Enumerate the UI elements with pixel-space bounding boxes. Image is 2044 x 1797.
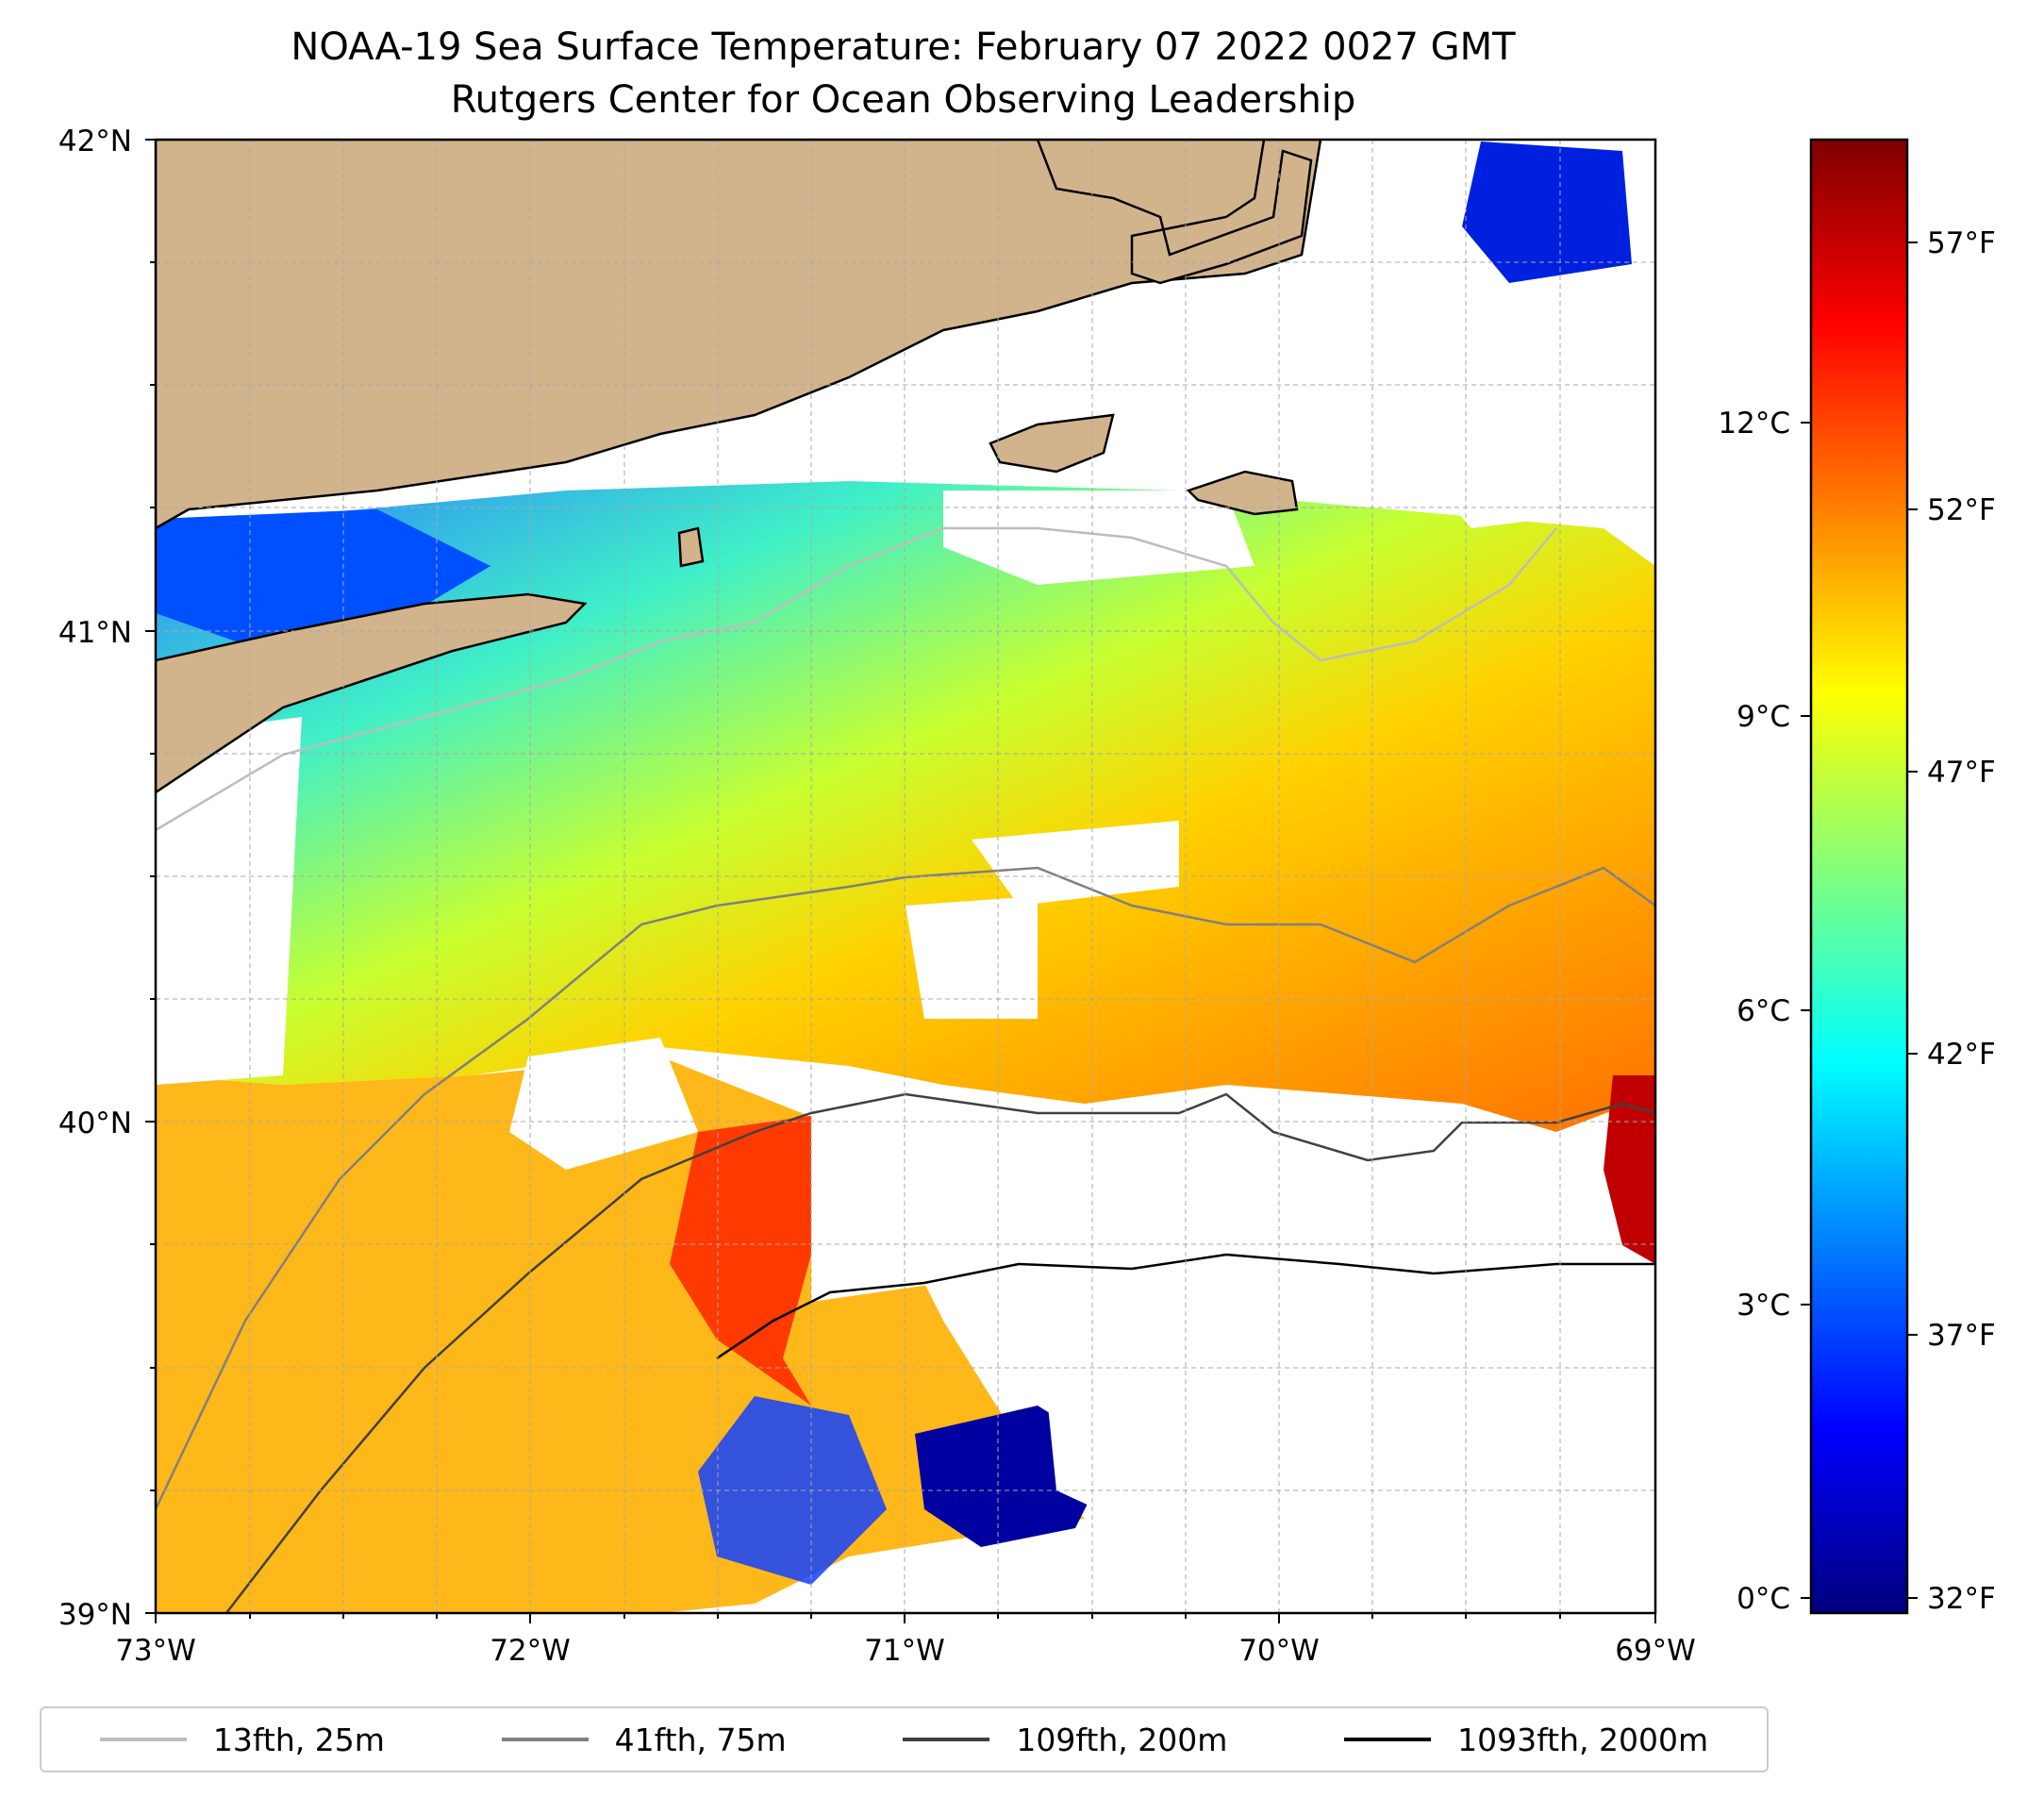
lon-label-72: 72°W — [490, 1634, 571, 1668]
no-data-gap-ne — [1387, 283, 1622, 528]
lat-label-41: 41°N — [58, 616, 132, 650]
legend-item-75m: 41fth, 75m — [501, 1721, 787, 1758]
legend-swatch-200m — [903, 1738, 990, 1741]
contour-2000m — [716, 1253, 1655, 1360]
no-data-gap-south — [811, 1104, 1547, 1302]
colorbar-c-label-6: 6°C — [1737, 994, 1790, 1028]
no-data-gap-southeast — [1038, 1264, 1655, 1613]
map-title: NOAA-19 Sea Surface Temperature: Februar… — [291, 25, 1516, 69]
legend-item-2000m: 1093fth, 2000m — [1344, 1722, 1708, 1758]
lat-label-39: 39°N — [58, 1598, 132, 1632]
lat-label-40: 40°N — [58, 1106, 132, 1140]
bathymetry-legend: 13fth, 25m 41fth, 75m 109fth, 200m 1093f… — [40, 1706, 1769, 1772]
colorbar — [1809, 138, 1909, 1615]
legend-item-200m: 109fth, 200m — [903, 1722, 1227, 1758]
legend-label-75m: 41fth, 75m — [614, 1721, 787, 1758]
map-tick-marks — [145, 139, 1656, 1623]
colorbar-f-label-52: 52°F — [1927, 493, 1996, 527]
legend-label-25m: 13fth, 25m — [212, 1721, 385, 1758]
lon-label-71: 71°W — [864, 1634, 945, 1668]
bathymetry-contours — [156, 526, 1655, 1613]
block-island-land — [677, 526, 705, 568]
no-data-gap-center — [906, 896, 1038, 1019]
legend-label-200m: 109fth, 200m — [1016, 1721, 1228, 1758]
cape-cod-land — [1036, 140, 1313, 285]
lon-label-69: 69°W — [1615, 1634, 1696, 1668]
colorbar-c-label-0: 0°C — [1737, 1582, 1790, 1616]
map-subtitle: Rutgers Center for Ocean Observing Leade… — [450, 78, 1356, 122]
legend-label-2000m: 1093fth, 2000m — [1457, 1721, 1709, 1758]
colorbar-f-label-37: 37°F — [1927, 1319, 1996, 1353]
legend-swatch-75m — [501, 1738, 589, 1741]
no-data-gap-shoals — [943, 491, 1255, 585]
colorbar-c-label-12: 12°C — [1718, 407, 1790, 441]
connecticut-land — [156, 140, 1322, 530]
nantucket-land — [1186, 470, 1299, 516]
legend-swatch-25m — [99, 1738, 187, 1741]
gulf-stream-warm-core — [1604, 1075, 1655, 1264]
colorbar-c-label-3: 3°C — [1737, 1289, 1790, 1323]
colorbar-c-label-9: 9°C — [1737, 700, 1790, 734]
colorbar-f-label-32: 32°F — [1927, 1582, 1996, 1616]
contour-75m — [156, 866, 1655, 1510]
legend-item-25m: 13fth, 25m — [99, 1721, 385, 1758]
cold-ne-patch — [1462, 141, 1632, 283]
contour-25m — [156, 526, 1557, 832]
long-island-land — [156, 592, 588, 794]
no-data-gap-west — [509, 1038, 698, 1170]
lon-label-73: 73°W — [115, 1634, 196, 1668]
lat-label-42: 42°N — [58, 125, 132, 158]
land-layer — [156, 140, 1322, 794]
map-gridlines — [156, 140, 1655, 1613]
colorbar-f-label-42: 42°F — [1927, 1038, 1996, 1072]
contour-200m — [225, 1092, 1655, 1613]
marthas-vineyard-land — [989, 413, 1115, 474]
colorbar-f-label-57: 57°F — [1927, 226, 1996, 260]
colorbar-tick-marks — [1801, 241, 1918, 1599]
no-data-gap-mid — [972, 821, 1179, 906]
colorbar-f-label-47: 47°F — [1927, 756, 1996, 790]
lon-label-70: 70°W — [1238, 1634, 1320, 1668]
legend-swatch-2000m — [1344, 1738, 1432, 1741]
